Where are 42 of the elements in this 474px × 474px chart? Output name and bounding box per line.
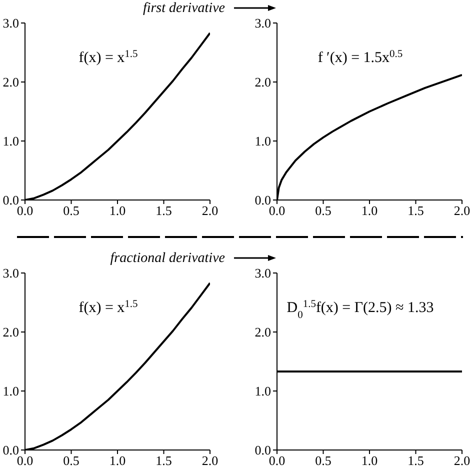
y-tick-label: 1.0 bbox=[254, 134, 271, 149]
y-tick-label: 3.0 bbox=[254, 266, 271, 281]
x-tick-label: 0.5 bbox=[315, 203, 332, 218]
y-tick-label: 3.0 bbox=[2, 16, 19, 31]
y-tick-label: 2.0 bbox=[2, 324, 19, 340]
x-tick-label: 0.5 bbox=[63, 203, 80, 218]
x-tick-label: 1.0 bbox=[361, 203, 378, 218]
y-tick-label: 2.0 bbox=[254, 324, 271, 340]
x-tick-label: 1.0 bbox=[109, 203, 126, 218]
x-tick-label: 0.5 bbox=[315, 453, 332, 468]
x-tick-label: 0.0 bbox=[16, 453, 34, 468]
annotation: D$_{0}$$^{1.5}$f(x) = Γ(2.5) ≈ 1.33 bbox=[286, 298, 434, 320]
y-tick-label: 2.0 bbox=[254, 74, 271, 90]
x-tick-label: 1.0 bbox=[109, 453, 126, 468]
x-tick-label: 1.5 bbox=[408, 453, 424, 468]
x-tick-label: 0.0 bbox=[16, 203, 34, 218]
x-tick-label: 1.5 bbox=[408, 203, 424, 218]
y-tick-label: 0.0 bbox=[2, 192, 19, 208]
y-tick-label: 2.0 bbox=[2, 74, 19, 90]
x-tick-label: 1.0 bbox=[361, 453, 378, 468]
y-tick-label: 3.0 bbox=[2, 266, 19, 281]
x-tick-label: 2.0 bbox=[202, 453, 218, 468]
x-tick-label: 0.5 bbox=[63, 453, 80, 468]
y-tick-label: 3.0 bbox=[254, 16, 271, 31]
y-tick-label: 0.0 bbox=[254, 442, 271, 458]
annotation: f(x) = x$^{1.5}$ bbox=[78, 48, 138, 66]
text: fractional derivative bbox=[110, 251, 225, 266]
x-tick-label: 0.0 bbox=[268, 453, 286, 468]
x-tick-label: 1.5 bbox=[156, 453, 172, 468]
text: first derivative bbox=[142, 1, 225, 16]
annotation: f ′(x) = 1.5x$^{0.5}$ bbox=[318, 48, 403, 66]
y-tick-label: 1.0 bbox=[2, 384, 19, 399]
annotation: f(x) = x$^{1.5}$ bbox=[78, 298, 138, 316]
x-tick-label: 0.0 bbox=[268, 203, 286, 218]
x-tick-label: 2.0 bbox=[454, 453, 470, 468]
y-tick-label: 0.0 bbox=[254, 192, 271, 208]
y-tick-label: 1.0 bbox=[2, 134, 19, 149]
x-tick-label: 2.0 bbox=[454, 203, 470, 218]
x-tick-label: 2.0 bbox=[202, 203, 218, 218]
y-tick-label: 0.0 bbox=[2, 442, 19, 458]
x-tick-label: 1.5 bbox=[156, 203, 172, 218]
y-tick-label: 1.0 bbox=[254, 384, 271, 399]
